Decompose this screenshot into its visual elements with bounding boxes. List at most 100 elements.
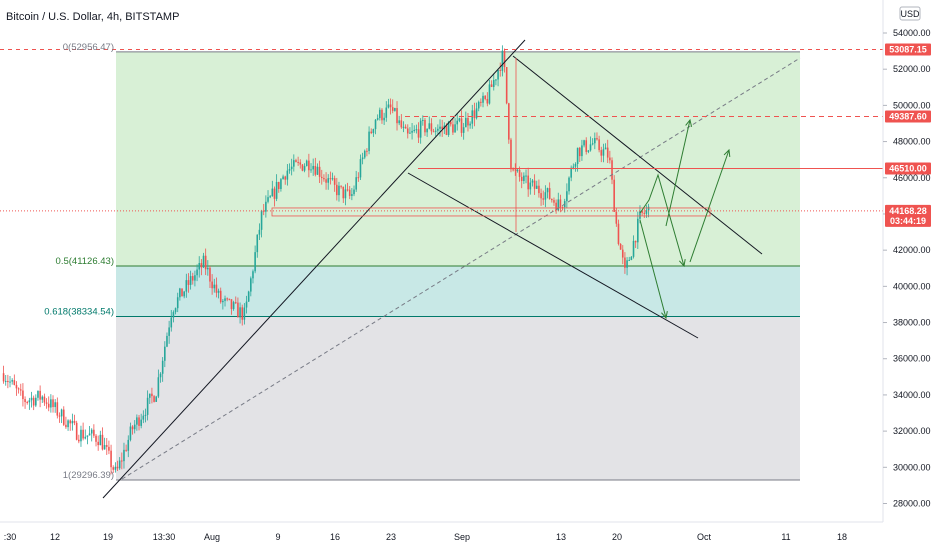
time-tick-label: 19 <box>103 532 113 542</box>
candle-body <box>194 275 196 281</box>
candle-body <box>245 301 248 308</box>
candle-body <box>110 450 112 468</box>
candle-body <box>336 184 338 196</box>
fib-level-labels: 0(52956.47) 0.5(41126.43) 0.618(38334.54) 1… <box>44 42 114 481</box>
candle-body <box>13 380 16 385</box>
candle-body <box>219 290 222 303</box>
candle-body <box>129 426 132 440</box>
candle-body <box>183 291 185 297</box>
candle-body <box>2 373 5 382</box>
candle-body <box>512 169 514 171</box>
candle-body <box>611 160 613 180</box>
candle-body <box>262 210 265 212</box>
price-tick-label: 50000.00 <box>893 100 931 110</box>
candle-body <box>523 175 525 182</box>
candle-body <box>127 439 130 451</box>
candle-body <box>228 298 231 300</box>
candle-body <box>286 170 289 180</box>
candle-body <box>368 131 370 152</box>
chart-title: Bitcoin / U.S. Dollar, 4h, BITSTAMP <box>6 11 180 23</box>
candle-body <box>460 118 463 133</box>
candle-body <box>116 466 119 469</box>
candle-body <box>269 196 271 198</box>
currency-badge[interactable]: USD <box>899 6 921 21</box>
candle-body <box>28 400 31 403</box>
candle-body <box>428 123 431 129</box>
candle-body <box>624 257 626 268</box>
candle-body <box>198 263 201 270</box>
candle-body <box>596 138 598 140</box>
candle-body <box>389 104 392 108</box>
time-tick-label: 13:30 <box>153 532 176 542</box>
candle-body <box>260 210 263 230</box>
candle-body <box>527 175 529 190</box>
candle-body <box>226 298 228 300</box>
candle-body <box>535 185 538 189</box>
fib-label: 0.618(38334.54) <box>44 306 114 317</box>
candle-body <box>430 123 433 132</box>
candle-body <box>568 177 570 192</box>
candle-body <box>331 178 334 180</box>
time-tick-label: Sep <box>454 532 470 542</box>
time-tick-label: 23 <box>386 532 396 542</box>
candle-body <box>465 117 467 128</box>
time-tick-label: 18 <box>837 532 847 542</box>
price-tick-label: 52000.00 <box>893 64 931 74</box>
candle-body <box>290 166 293 170</box>
candle-body <box>576 147 579 165</box>
candle-body <box>32 397 35 406</box>
candle-body <box>172 312 175 318</box>
candle-body <box>639 211 641 219</box>
candle-body <box>374 119 377 130</box>
time-tick-label: 16 <box>330 532 340 542</box>
candle-body <box>613 179 615 212</box>
candle-body <box>404 126 407 129</box>
fib-label: 0(52956.47) <box>63 42 114 53</box>
candle-body <box>256 234 259 253</box>
price-marker-tag <box>885 43 931 56</box>
candle-body <box>482 95 484 103</box>
candle-body <box>426 128 428 133</box>
candle-body <box>15 384 18 389</box>
candle-body <box>589 144 592 151</box>
candle-body <box>211 281 213 289</box>
candle-body <box>273 188 276 199</box>
candle-body <box>69 420 72 424</box>
price-tick-label: 36000.00 <box>893 354 931 364</box>
candle-body <box>632 240 635 257</box>
candle-body <box>108 446 110 451</box>
price-marker-label: 44168.28 <box>889 206 927 216</box>
candle-body <box>95 435 97 442</box>
price-tick-label: 38000.00 <box>893 318 931 328</box>
candle-body <box>424 119 426 133</box>
candle-body <box>634 240 637 243</box>
candle-body <box>35 397 37 406</box>
candle-body <box>4 380 7 382</box>
candle-body <box>505 67 508 104</box>
candle-body <box>475 108 478 119</box>
candle-body <box>90 429 93 434</box>
candle-body <box>490 84 493 87</box>
candle-body <box>22 390 24 400</box>
candle-body <box>39 390 41 400</box>
candle-body <box>551 199 553 201</box>
candle-body <box>62 409 65 425</box>
candle-body <box>529 182 532 190</box>
candle-body <box>538 185 540 194</box>
candle-body <box>101 434 104 450</box>
candle-body <box>247 291 250 302</box>
candle-body <box>209 267 211 282</box>
candle-body <box>587 150 590 152</box>
candle-body <box>164 346 166 361</box>
candle-body <box>385 107 388 118</box>
time-tick-label: 11 <box>781 532 790 542</box>
time-axis[interactable]: :30 12 19 13:30 Aug 9 16 23 Sep 13 20 Oct 11 18 <box>4 532 847 542</box>
candle-body <box>295 160 297 162</box>
candle-body <box>78 439 80 442</box>
price-tick-label: 42000.00 <box>893 245 931 255</box>
time-tick-label: Aug <box>204 532 220 542</box>
candle-body <box>181 288 183 297</box>
candle-body <box>643 212 646 214</box>
candle-body <box>237 302 239 318</box>
